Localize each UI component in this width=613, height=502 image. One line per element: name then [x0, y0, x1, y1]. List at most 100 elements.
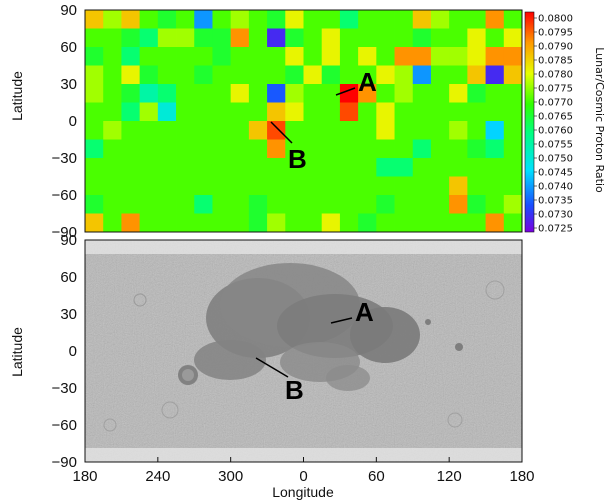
heatmap-cell: [503, 65, 523, 85]
heatmap-cell: [248, 28, 268, 48]
colorbar-tick-label: 0.0780: [538, 70, 573, 81]
heatmap-cell: [176, 10, 195, 29]
heatmap-cell: [321, 47, 341, 66]
colorbar-tick-label: 0.0760: [538, 126, 573, 137]
heatmap-cell: [194, 213, 213, 233]
heatmap-cell: [394, 195, 414, 214]
heatmap-cell: [103, 65, 122, 85]
heatmap-cell: [412, 102, 432, 122]
heatmap-cell: [303, 10, 323, 29]
heatmap-cell: [157, 28, 177, 48]
marker-b-line-bottom: [255, 357, 289, 378]
heatmap-cell: [467, 213, 486, 233]
heatmap-cell: [394, 10, 414, 29]
heatmap-cell: [267, 195, 286, 214]
marker-a-line-top: [335, 87, 356, 96]
heatmap-cell: [467, 102, 486, 122]
heatmap-cell: [248, 121, 268, 140]
heatmap-cell: [194, 176, 213, 196]
heatmap-cell: [358, 47, 377, 66]
top-frame: [84, 9, 523, 233]
heatmap-cell: [376, 28, 395, 48]
heatmap-cell: [394, 102, 414, 122]
heatmap-cell: [267, 28, 286, 48]
heatmap-cell: [358, 176, 377, 196]
moon-map-image: [85, 240, 522, 462]
heatmap-cell: [376, 158, 395, 177]
heatmap-cell: [230, 139, 250, 159]
heatmap-cell: [467, 121, 486, 140]
heatmap-cell: [467, 84, 486, 103]
heatmap-cell: [157, 65, 177, 85]
colorbar-tick-label: 0.0800: [538, 14, 573, 25]
heatmap-cell: [285, 158, 304, 177]
heatmap-cell: [85, 10, 104, 29]
heatmap-cell: [157, 213, 177, 233]
heatmap-cell: [285, 47, 304, 66]
heatmap-cell: [157, 10, 177, 29]
colorbar-tick-label: 0.0790: [538, 42, 573, 53]
heatmap-cell: [176, 102, 195, 122]
heatmap-cell: [485, 65, 505, 85]
heatmap-cell: [394, 213, 414, 233]
heatmap-cell: [267, 65, 286, 85]
heatmap-cell: [503, 158, 523, 177]
heatmap-cell: [394, 176, 414, 196]
heatmap-cell: [139, 195, 159, 214]
heatmap-cell: [339, 121, 359, 140]
heatmap-cell: [321, 195, 341, 214]
heatmap-cell: [358, 28, 377, 48]
heatmap-cell: [412, 10, 432, 29]
bottom-ytick-label: −60: [52, 417, 77, 434]
marker-b-label-bottom: B: [285, 375, 304, 405]
heatmap-cell: [449, 176, 468, 196]
heatmap-cell: [248, 195, 268, 214]
heatmap-cell: [394, 47, 414, 66]
heatmap-cell: [321, 121, 341, 140]
heatmap-cell: [339, 139, 359, 159]
heatmap-cell: [285, 84, 304, 103]
heatmap-cell: [139, 84, 159, 103]
colorbar-tick-label: 0.0750: [538, 154, 573, 165]
heatmap-cell: [285, 195, 304, 214]
heatmap-cell: [85, 121, 104, 140]
heatmap-cell: [85, 47, 104, 66]
heatmap-cell: [230, 10, 250, 29]
heatmap-cell: [303, 195, 323, 214]
heatmap-cell: [485, 213, 505, 233]
heatmap-cell: [285, 28, 304, 48]
heatmap-cell: [394, 158, 414, 177]
marker-a-line-bottom: [330, 317, 353, 324]
heatmap-cell: [230, 28, 250, 48]
heatmap-cell: [212, 121, 232, 140]
heatmap-cell: [339, 102, 359, 122]
heatmap-cell: [430, 65, 450, 85]
colorbar-gradient: [524, 11, 535, 233]
heatmap-cell: [430, 28, 450, 48]
heatmap-cell: [467, 139, 486, 159]
heatmap-cell: [267, 84, 286, 103]
heatmap-cell: [412, 213, 432, 233]
heatmap-cell: [139, 47, 159, 66]
bottom-xtick-label: 180: [509, 468, 534, 485]
heatmap-cell: [412, 84, 432, 103]
heatmap-cell: [194, 84, 213, 103]
heatmap-cell: [85, 176, 104, 196]
heatmap-cell: [303, 47, 323, 66]
heatmap-cell: [176, 65, 195, 85]
heatmap-cell: [194, 28, 213, 48]
heatmap-cell: [321, 28, 341, 48]
heatmap-cell: [285, 139, 304, 159]
heatmap-cell: [394, 28, 414, 48]
heatmap-cell: [176, 84, 195, 103]
heatmap-cell: [212, 47, 232, 66]
heatmap-cell: [430, 139, 450, 159]
heatmap-cell: [449, 158, 468, 177]
heatmap-cell: [85, 84, 104, 103]
heatmap-cell: [467, 10, 486, 29]
heatmap-cell: [303, 102, 323, 122]
heatmap-cell: [321, 65, 341, 85]
bottom-ytick-label: 30: [60, 306, 77, 323]
bottom-ytick-label: 0: [69, 343, 77, 360]
